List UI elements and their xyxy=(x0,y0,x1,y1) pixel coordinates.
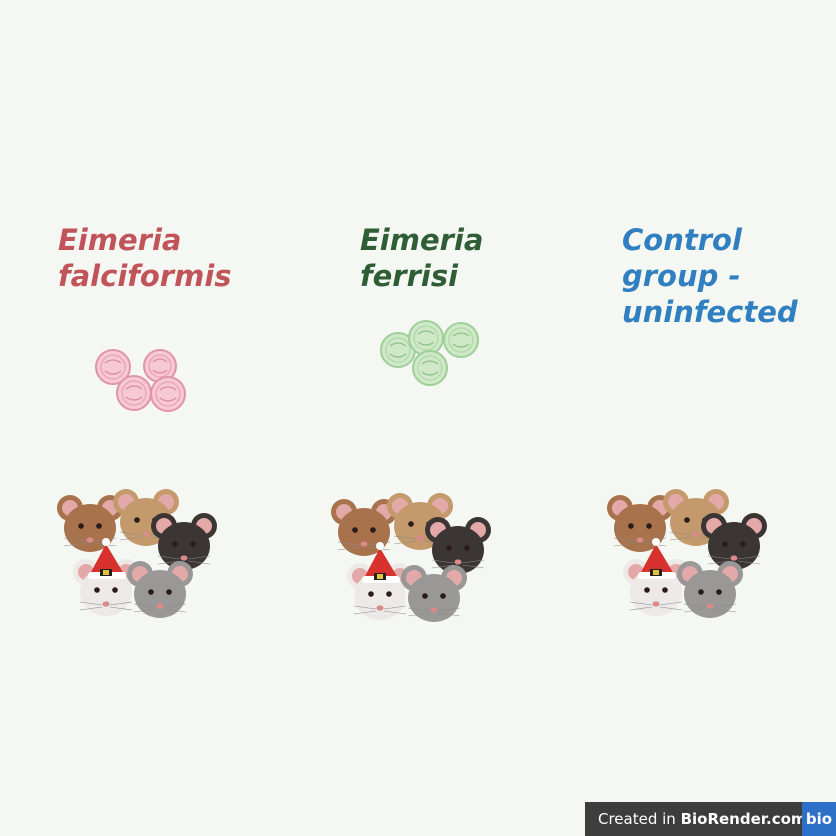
santa-hat-icon xyxy=(638,538,676,579)
biorender-badge[interactable]: Created in BioRender.com bio xyxy=(585,802,836,836)
mouse-black-icon xyxy=(150,512,218,571)
oocyst-icon xyxy=(95,349,131,385)
group-label-control: Control group - uninfected xyxy=(622,222,798,330)
ferrisi-oocysts-icon xyxy=(380,320,479,386)
biorender-logo-icon: bio xyxy=(802,802,836,836)
mouse-gray-icon xyxy=(676,560,744,619)
santa-hat-icon xyxy=(88,538,126,579)
group-label-line: ferrisi xyxy=(360,259,459,293)
mouse-gray-icon xyxy=(126,560,194,619)
badge-brand: BioRender.com xyxy=(680,810,807,828)
group-label-line: falciformis xyxy=(58,259,232,293)
group-label-line: Control xyxy=(622,223,742,257)
mice-group-falciformis-icon xyxy=(56,488,218,619)
group-label-line: Eimeria xyxy=(58,223,182,257)
mice-group-control-icon xyxy=(606,488,768,619)
group-label-falciformis: Eimeria falciformis xyxy=(58,222,232,294)
group-label-ferrisi: Eimeria ferrisi xyxy=(360,222,483,294)
oocyst-icon xyxy=(408,320,444,356)
badge-text: Created in BioRender.com xyxy=(585,810,807,828)
falciformis-oocysts-icon xyxy=(95,349,186,412)
mouse-black-icon xyxy=(424,516,492,575)
group-label-line: Eimeria xyxy=(360,223,484,257)
oocyst-icon xyxy=(412,350,448,386)
mice-group-ferrisi-icon xyxy=(330,492,492,623)
group-label-line: uninfected xyxy=(622,295,798,329)
badge-prefix: Created in xyxy=(598,810,681,828)
santa-hat-icon xyxy=(362,542,400,583)
mouse-gray-icon xyxy=(400,564,468,623)
oocyst-icon xyxy=(443,322,479,358)
oocyst-icon xyxy=(116,375,152,411)
oocyst-icon xyxy=(380,332,416,368)
oocyst-icon xyxy=(150,376,186,412)
oocyst-icon xyxy=(143,349,177,383)
group-label-line: group - xyxy=(622,259,741,293)
mouse-black-icon xyxy=(700,512,768,571)
